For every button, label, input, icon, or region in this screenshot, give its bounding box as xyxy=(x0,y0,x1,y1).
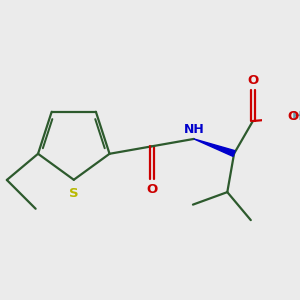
Text: O: O xyxy=(247,74,259,86)
Polygon shape xyxy=(194,139,235,156)
Text: O: O xyxy=(287,110,298,123)
Text: O: O xyxy=(146,183,157,196)
Text: S: S xyxy=(69,187,79,200)
Text: NH: NH xyxy=(184,123,205,136)
Text: H: H xyxy=(292,110,300,123)
